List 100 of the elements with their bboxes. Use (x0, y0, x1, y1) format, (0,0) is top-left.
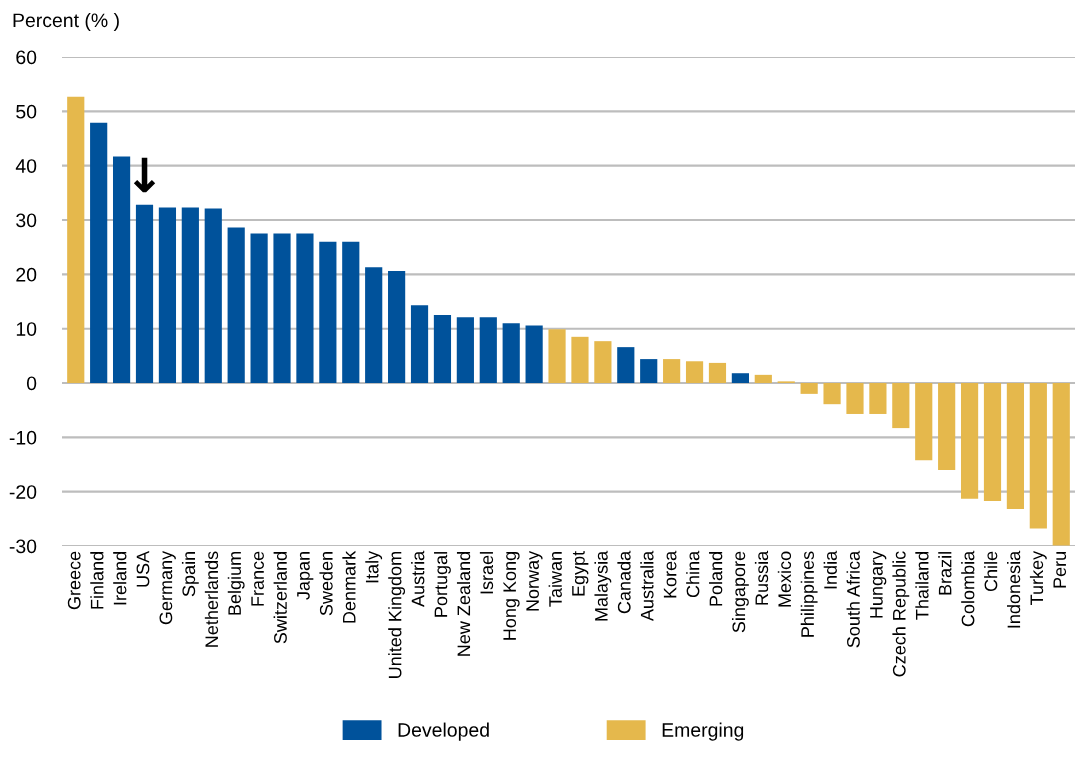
bar (548, 329, 566, 383)
x-tick-label: Poland (709, 552, 723, 606)
y-tick-label: 40 (15, 159, 37, 173)
bar (250, 233, 268, 383)
y-axis-title: Percent (% ) (13, 12, 119, 32)
bar (800, 383, 818, 394)
bar (731, 373, 749, 383)
y-tick-label: -30 (9, 539, 37, 554)
bar (1006, 383, 1025, 510)
x-tick-label: Italy (365, 550, 383, 583)
bar (525, 325, 543, 383)
x-tick-label: Egypt (572, 550, 589, 596)
x-tick-label: South Africa (846, 550, 860, 648)
bar (342, 241, 360, 383)
x-tick-label: Canada (617, 550, 631, 614)
x-tick-label: Finland (90, 552, 104, 609)
bar (938, 383, 956, 470)
x-tick-label: Chile (984, 551, 998, 592)
bar (594, 341, 612, 383)
y-tick-label: 0 (26, 376, 37, 391)
x-tick-label: Israel (479, 552, 494, 594)
y-tick-label: 20 (16, 267, 37, 282)
bar (433, 315, 452, 383)
x-tick-label: Japan (297, 552, 314, 600)
x-tick-label: Colombia (961, 550, 975, 627)
bar (319, 241, 337, 383)
legend-label: Developed (398, 722, 489, 741)
x-tick-label: Czech Republic (892, 551, 910, 677)
x-tick-label: Denmark (342, 550, 356, 623)
bar (204, 208, 222, 383)
bar (983, 383, 1002, 501)
x-tick-label: Norway (526, 550, 543, 611)
x-tick-label: Taiwan (548, 552, 562, 607)
bar (227, 227, 245, 383)
bar (823, 383, 841, 405)
bar (112, 156, 131, 383)
x-tick-label: Korea (663, 550, 677, 598)
x-tick-label: Indonesia (1007, 550, 1021, 628)
x-tick-label: India (823, 550, 837, 589)
bar (1052, 383, 1070, 546)
x-tick-label: Turkey (1029, 550, 1047, 605)
bar (388, 271, 406, 383)
bar (502, 323, 520, 383)
x-tick-label: Germany (159, 550, 176, 625)
y-tick-label: 60 (16, 50, 37, 65)
bar (617, 347, 635, 383)
bar (67, 96, 85, 383)
y-tick-label: -20 (9, 485, 37, 499)
bar (1029, 383, 1047, 529)
bar (685, 361, 704, 383)
bar (571, 336, 589, 383)
x-tick-label: Hong Kong (503, 552, 520, 640)
annotation: ↓ (133, 157, 156, 193)
x-tick-label: Ireland (113, 552, 127, 605)
bar (892, 383, 910, 429)
x-tick-label: Philippines (800, 551, 818, 637)
bar (960, 383, 979, 499)
x-tick-label: Russia (754, 550, 769, 605)
x-tick-label: Hungary (870, 550, 887, 618)
x-tick-label: Peru (1053, 552, 1067, 588)
legend-label: Emerging (662, 722, 744, 741)
bar (456, 317, 474, 383)
x-tick-label: Singapore (731, 551, 749, 633)
bar (273, 233, 291, 383)
bar (365, 267, 383, 383)
x-tick-label: Austria (411, 550, 425, 608)
bar (158, 207, 177, 383)
x-tick-label: Greece (67, 551, 81, 610)
x-tick-label: China (686, 550, 700, 598)
x-tick-label: Australia (640, 550, 654, 622)
x-tick-label: Malaysia (594, 550, 612, 621)
y-tick-label: -10 (9, 430, 37, 445)
y-tick-label: 30 (16, 213, 37, 228)
x-tick-label: Brazil (938, 552, 952, 595)
bar (479, 317, 497, 383)
x-tick-label: New Zealand (456, 552, 471, 656)
x-tick-label: Switzerland (273, 552, 287, 644)
bar (754, 374, 772, 383)
x-tick-label: Netherlands (204, 551, 219, 647)
bar (640, 359, 658, 383)
bar (663, 359, 681, 383)
bar (135, 204, 154, 383)
x-tick-label: France (251, 551, 264, 606)
x-tick-label: Portugal (434, 552, 451, 617)
bar (846, 383, 864, 414)
bar (708, 362, 727, 383)
bar (410, 305, 429, 383)
x-tick-label: United Kingdom (388, 552, 406, 678)
x-tick-label: Sweden (319, 552, 333, 616)
x-tick-label: Belgium (227, 552, 245, 615)
y-tick-label: 10 (16, 322, 37, 336)
bar (296, 233, 314, 383)
bar (181, 207, 199, 383)
x-tick-label: USA (136, 550, 150, 587)
x-tick-label: Spain (181, 552, 199, 597)
bar (869, 383, 887, 414)
y-tick-label: 50 (16, 104, 37, 119)
bar (915, 383, 933, 461)
x-tick-label: Mexico (777, 551, 792, 607)
bar (90, 122, 108, 383)
